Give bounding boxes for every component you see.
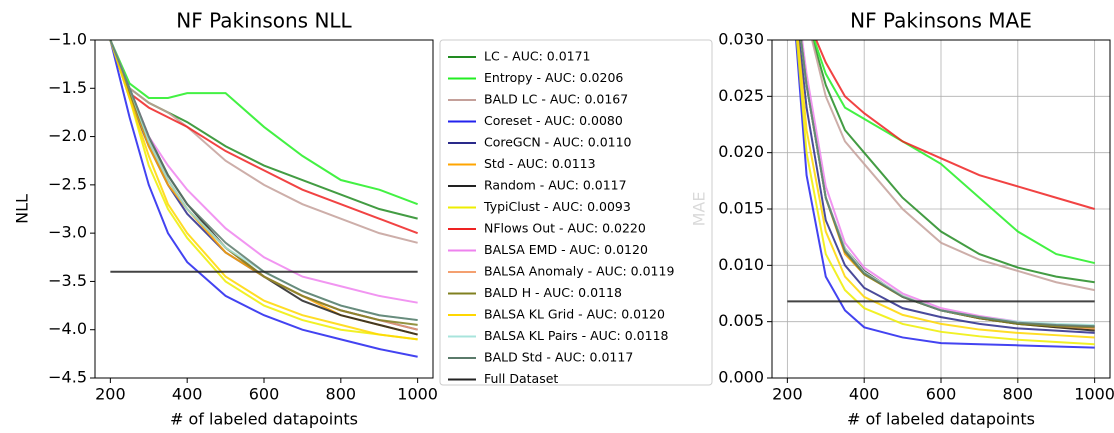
- legend-label: Full Dataset: [484, 371, 558, 386]
- x-tick-label: 400: [172, 385, 203, 404]
- legend-label: Entropy - AUC: 0.0206: [484, 70, 623, 85]
- x-tick-label: 600: [249, 385, 280, 404]
- series-line: [109, 40, 418, 206]
- series-line: [109, 40, 418, 341]
- x-axis-label: # of labeled datapoints: [847, 410, 1035, 429]
- legend: LC - AUC: 0.0171 Entropy - AUC: 0.0206 BAL…: [439, 39, 713, 386]
- legend-label: LC - AUC: 0.0171: [484, 49, 591, 64]
- y-tick-label: −2.0: [48, 126, 87, 145]
- series-line: [109, 40, 418, 322]
- series-line: [109, 40, 418, 322]
- legend-label: Coreset - AUC: 0.0080: [484, 113, 623, 128]
- series-line: [815, 40, 1095, 210]
- plot-area: 200 400 600 800 1000 0.000 0.005 0.010 0.015 0.02…: [690, 9, 1114, 429]
- y-tick-label: −3.5: [48, 271, 87, 290]
- y-tick-label: 0.005: [718, 311, 764, 330]
- chart-title: NF Pakinsons NLL: [176, 9, 352, 33]
- legend-frame: [439, 39, 713, 386]
- legend-label: BALSA Anomaly - AUC: 0.0119: [484, 264, 674, 279]
- series-group: [109, 40, 418, 358]
- series-line: [109, 40, 418, 358]
- series-group: [787, 40, 1095, 349]
- x-tick-label: 200: [95, 385, 126, 404]
- series-line: [795, 40, 1095, 349]
- x-tick-label: 200: [772, 385, 803, 404]
- series-line: [798, 40, 1095, 334]
- y-tick-label: 0.015: [718, 199, 764, 218]
- series-line: [811, 40, 1095, 292]
- legend-label: BALD Std - AUC: 0.0117: [484, 350, 633, 365]
- y-tick-label: 0.000: [718, 368, 764, 387]
- y-tick-label: −2.5: [48, 174, 87, 193]
- series-line: [811, 40, 1095, 284]
- x-tick-label: 400: [849, 385, 880, 404]
- y-axis-label: NLL: [13, 194, 32, 224]
- series-line: [797, 40, 1095, 339]
- x-tick-label: 600: [926, 385, 957, 404]
- legend-label: Random - AUC: 0.0117: [484, 178, 627, 193]
- x-tick-label: 1000: [1074, 385, 1114, 404]
- y-tick-label: 0.020: [718, 142, 764, 161]
- chart-title: NF Pakinsons MAE: [850, 9, 1032, 33]
- x-tick-label: 800: [326, 385, 357, 404]
- series-line: [109, 40, 418, 341]
- legend-label: BALD LC - AUC: 0.0167: [484, 92, 628, 107]
- plot-area: 200 400 600 800 1000 −4.5 −4.0 −3.5 −3.0 −2.5 −2.0…: [13, 9, 438, 429]
- series-line: [109, 40, 418, 235]
- legend-label: BALSA EMD - AUC: 0.0120: [484, 242, 648, 257]
- y-tick-label: −1.5: [48, 78, 87, 97]
- series-line: [109, 40, 418, 244]
- series-line: [795, 40, 1095, 346]
- legend-label: TypiClust - AUC: 0.0093: [483, 199, 631, 214]
- legend-label: NFlows Out - AUC: 0.0220: [484, 221, 646, 236]
- y-tick-label: −4.0: [48, 319, 87, 338]
- x-tick-label: 1000: [397, 385, 438, 404]
- y-tick-label: −3.0: [48, 223, 87, 242]
- y-tick-label: 0.025: [718, 86, 764, 105]
- legend-label: Std - AUC: 0.0113: [484, 156, 596, 171]
- y-tick-label: 0.010: [718, 255, 764, 274]
- series-line: [800, 40, 1095, 328]
- legend-label: BALSA KL Grid - AUC: 0.0120: [484, 307, 665, 322]
- x-tick-label: 800: [1003, 385, 1034, 404]
- legend-label: BALSA KL Pairs - AUC: 0.0118: [484, 328, 669, 343]
- legend-label: BALD H - AUC: 0.0118: [484, 285, 622, 300]
- legend-label: CoreGCN - AUC: 0.0110: [484, 135, 632, 150]
- y-tick-label: −4.5: [48, 368, 87, 387]
- y-tick-label: −1.0: [48, 30, 87, 49]
- series-line: [109, 40, 418, 220]
- x-axis-label: # of labeled datapoints: [170, 410, 358, 429]
- y-tick-label: 0.030: [718, 30, 764, 49]
